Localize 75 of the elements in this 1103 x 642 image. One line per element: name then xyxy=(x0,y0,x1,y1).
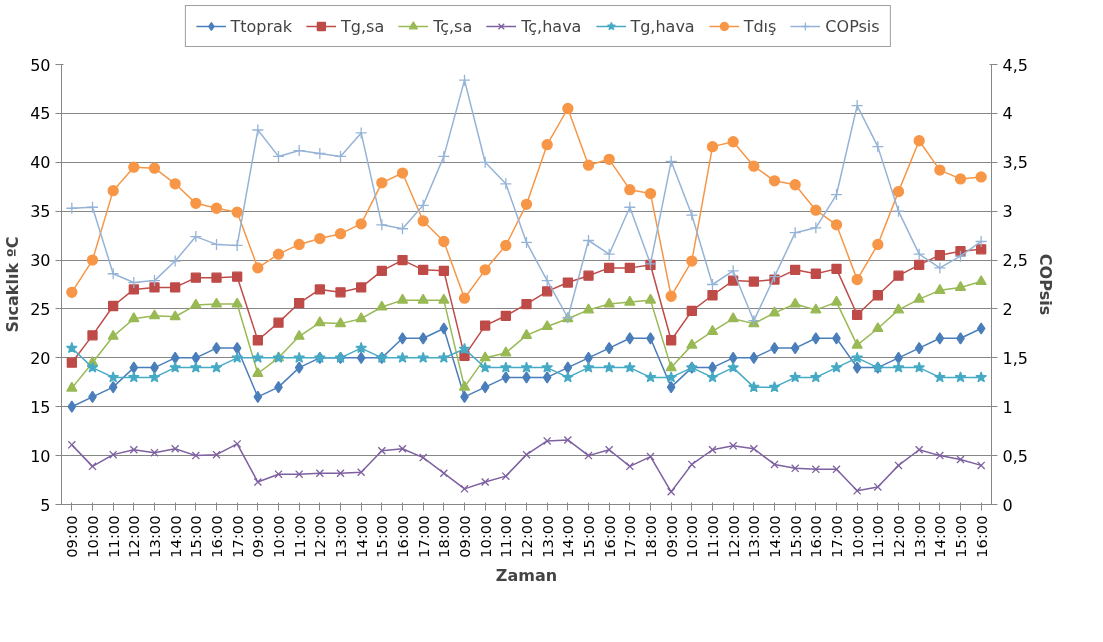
legend-label: Tç,sa xyxy=(433,16,473,36)
x-tick-label: 10:00 xyxy=(683,515,701,558)
x-tick-label: 15:00 xyxy=(952,515,969,558)
x-tick-label: 12:00 xyxy=(125,515,143,558)
x-tick-label: 12:00 xyxy=(518,515,535,558)
x-tick-label: 17:00 xyxy=(414,515,432,558)
x-tick-label: 11:00 xyxy=(290,515,308,558)
y-tick-label: 35 xyxy=(30,202,51,222)
x-tick-label: 10:00 xyxy=(270,515,287,558)
legend-label: Tg,hava xyxy=(630,16,695,36)
x-tick-label: 11:00 xyxy=(704,515,721,558)
x-tick-label: 15:00 xyxy=(187,515,205,558)
x-tick-label: 13:00 xyxy=(910,515,928,558)
y2-tick-label: 0 xyxy=(1002,495,1013,515)
y2-axis-title: COPsis xyxy=(1035,253,1055,316)
x-tick-label: 09:00 xyxy=(662,515,680,558)
x-tick-label: 14:00 xyxy=(166,515,184,558)
y-tick-label: 15 xyxy=(30,397,51,417)
y2-tick-label: 0,5 xyxy=(1002,446,1028,466)
x-tick-label: 16:00 xyxy=(394,515,411,558)
x-tick-label: 15:00 xyxy=(580,515,597,558)
legend-label: Ttoprak xyxy=(230,16,293,36)
x-tick-label: 09:00 xyxy=(63,515,81,558)
x-tick-label: 14:00 xyxy=(352,515,370,558)
x-tick-label: 13:00 xyxy=(332,515,349,558)
x-tick-label: 14:00 xyxy=(766,515,783,558)
x-tick-label: 10:00 xyxy=(476,515,494,558)
x-tick-label: 11:00 xyxy=(104,515,122,558)
x-tick-label: 16:00 xyxy=(807,515,825,558)
x-tick-label: 16:00 xyxy=(208,515,225,558)
legend-label: Tdış xyxy=(743,16,777,36)
x-tick-label: 13:00 xyxy=(146,515,163,558)
x-tick-label: 18:00 xyxy=(642,515,659,558)
x-tick-label: 12:00 xyxy=(724,515,742,558)
x-tick-label: 13:00 xyxy=(745,515,763,558)
x-tick-label: 15:00 xyxy=(786,515,804,558)
y-tick-label: 20 xyxy=(30,348,51,368)
x-tick-label: 11:00 xyxy=(497,515,515,558)
y2-tick-label: 4 xyxy=(1002,104,1013,124)
legend-label: Tg,sa xyxy=(341,16,385,36)
y2-tick-label: 3,5 xyxy=(1002,153,1028,173)
y2-tick-label: 2,5 xyxy=(1002,251,1028,271)
x-tick-label: 12:00 xyxy=(890,515,907,558)
x-tick-label: 14:00 xyxy=(931,515,949,558)
x-tick-label: 13:00 xyxy=(538,515,556,558)
y2-tick-label: 1,5 xyxy=(1002,348,1028,368)
x-tick-label: 18:00 xyxy=(435,515,453,558)
x-tick-label: 15:00 xyxy=(373,515,391,558)
x-tick-label: 17:00 xyxy=(828,515,845,558)
x-tick-label: 12:00 xyxy=(311,515,329,558)
y-tick-label: 25 xyxy=(30,299,51,319)
y2-tick-label: 4,5 xyxy=(1002,55,1028,75)
legend-label: COPsis xyxy=(825,16,880,36)
y-tick-label: 10 xyxy=(30,446,51,466)
legend-label: Tç,hava xyxy=(521,16,582,36)
y2-tick-label: 3 xyxy=(1002,202,1013,222)
x-tick-label: 16:00 xyxy=(600,515,618,558)
x-tick-label: 17:00 xyxy=(621,515,639,558)
y-tick-label: 40 xyxy=(30,153,51,173)
y-tick-label: 30 xyxy=(30,251,51,271)
x-tick-label: 14:00 xyxy=(559,515,577,558)
x-tick-label: 09:00 xyxy=(456,515,473,558)
x-axis-title: Zaman xyxy=(495,565,558,585)
y2-tick-label: 1 xyxy=(1002,397,1013,417)
y2-tick-label: 2 xyxy=(1002,299,1013,319)
x-tick-label: 10:00 xyxy=(848,515,866,558)
x-tick-label: 11:00 xyxy=(869,515,887,558)
y-tick-label: 45 xyxy=(30,104,51,124)
x-tick-label: 09:00 xyxy=(249,515,267,558)
y-tick-label: 50 xyxy=(30,55,51,75)
y-axis-title: Sıcaklık ºC xyxy=(3,236,23,333)
x-tick-label: 17:00 xyxy=(228,515,246,558)
x-tick-label: 10:00 xyxy=(84,515,101,558)
x-tick-label: 16:00 xyxy=(972,515,990,558)
y-tick-label: 5 xyxy=(40,495,51,515)
